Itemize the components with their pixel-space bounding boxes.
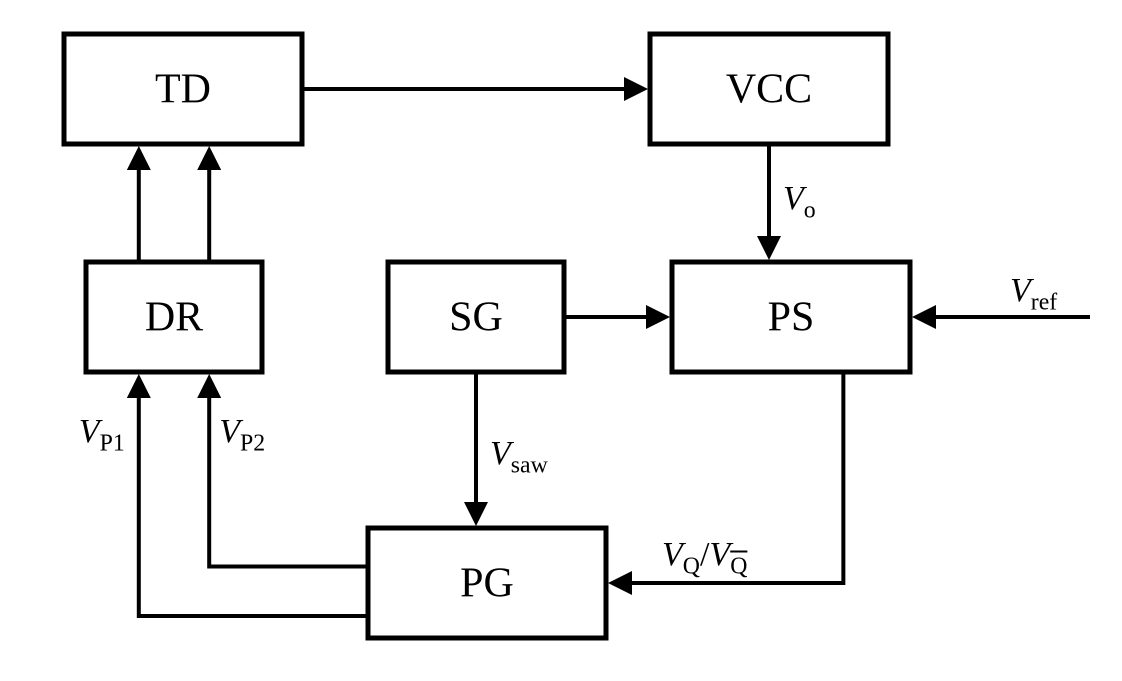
edge-pg-dr-1: [139, 378, 368, 616]
label-v-p1: VP1: [79, 413, 125, 457]
sg-label: SG: [449, 295, 503, 341]
label-v-ref: Vref: [1010, 272, 1057, 316]
label-v-o: Vo: [783, 180, 816, 224]
pg-label: PG: [460, 561, 514, 607]
label-v-q-vqbar: VQ/VQ: [662, 536, 747, 580]
label-v-saw: Vsaw: [490, 435, 549, 479]
dr-label: DR: [145, 295, 203, 341]
ps-label: PS: [768, 295, 815, 341]
label-v-p2: VP2: [219, 413, 265, 457]
vcc-label: VCC: [726, 67, 812, 113]
td-label: TD: [155, 67, 211, 113]
edge-pg-dr-2: [209, 378, 368, 567]
